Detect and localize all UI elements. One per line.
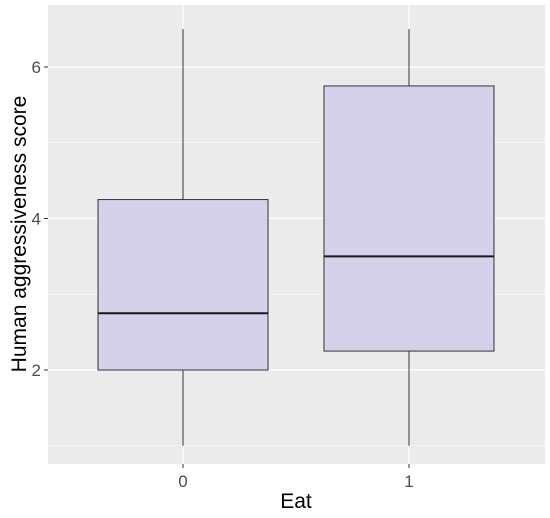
y-tick-label: 6	[32, 58, 41, 77]
x-tick-label: 1	[404, 472, 413, 491]
x-axis-title: Eat	[280, 490, 312, 513]
x-tick-label: 0	[178, 472, 187, 491]
box-iqr	[323, 85, 495, 352]
box-0	[97, 29, 269, 446]
box-iqr	[97, 199, 269, 371]
y-tick-label: 2	[32, 361, 41, 380]
box-1	[323, 29, 495, 446]
y-axis-ticks: 2 4 6	[32, 58, 48, 380]
y-tick-label: 4	[32, 210, 41, 229]
y-axis-title: Human aggressiveness score	[8, 96, 31, 373]
boxes	[97, 29, 495, 446]
